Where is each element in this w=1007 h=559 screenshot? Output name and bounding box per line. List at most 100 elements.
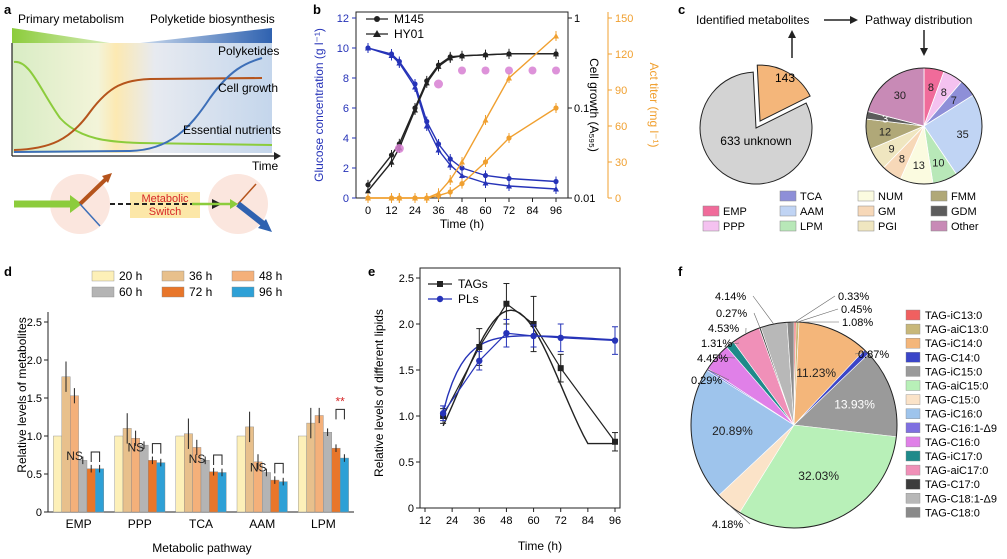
switch-text-line1: Metabolic <box>141 193 189 205</box>
legend-swatch <box>91 270 115 282</box>
x-tick-label-b: 84 <box>526 205 538 217</box>
bar <box>209 471 218 513</box>
y-left-tick-label: 2 <box>343 163 349 175</box>
x-tick-label-b: 36 <box>432 205 444 217</box>
tag-slice-label: 0.27% <box>716 308 747 320</box>
pathway-slice-label: 7 <box>951 95 957 107</box>
legend-label: TAG-C18:1-Δ9 <box>925 493 997 505</box>
series-line-e <box>442 302 616 443</box>
x-tick-label-e: 48 <box>500 515 512 527</box>
x-tick-label-b: 60 <box>479 205 491 217</box>
blue-arrow-right-icon <box>258 219 272 232</box>
significance-bracket <box>335 408 345 420</box>
legend-label: 96 h <box>259 285 282 299</box>
significance-label: NS <box>189 452 206 466</box>
y-mid-tick-label: 0.01 <box>574 193 595 205</box>
significance-label: NS <box>127 441 144 455</box>
bar <box>175 435 185 513</box>
legend-marker-m145 <box>374 16 380 22</box>
legend-label: TAG-C14:0 <box>925 352 980 364</box>
legend-label: 72 h <box>189 285 212 299</box>
essential-nutrients-curve <box>13 60 273 146</box>
tag-slice-label: 13.93% <box>834 398 875 412</box>
pie-label-143: 143 <box>775 71 795 85</box>
highlight-marker <box>481 66 490 75</box>
data-point <box>503 300 510 307</box>
highlight-marker <box>458 66 466 75</box>
legend-swatch <box>779 205 797 217</box>
tag-slice-label: 20.89% <box>712 424 753 438</box>
brown-flow-left <box>78 176 109 206</box>
highlight-marker <box>394 144 404 153</box>
legend-label: 48 h <box>259 269 282 283</box>
legend-label: TAG-C16:0 <box>925 437 980 449</box>
data-point <box>365 195 371 201</box>
polyketides-curve <box>13 57 263 153</box>
brown-flow-right <box>237 183 257 205</box>
up-arrow-icon <box>788 30 796 38</box>
category-label-d: AAM <box>249 517 275 531</box>
data-point <box>435 190 442 196</box>
y-tick-label-d: 0 <box>36 507 42 519</box>
y-right-tick-label: 120 <box>615 49 633 61</box>
legend-swatch <box>702 205 720 217</box>
panel-label-d: d <box>4 264 12 279</box>
legend-label: TAG-C17:0 <box>925 479 980 491</box>
x-tick-label-b: 24 <box>409 205 421 217</box>
y-right-tick-label: 0 <box>615 193 621 205</box>
y-tick-label-d: 0.5 <box>27 469 42 481</box>
highlight-marker <box>434 79 443 89</box>
y-axis-title-growth: Cell growth (A₅₉₅) <box>587 58 601 152</box>
plot-frame-e <box>419 267 621 509</box>
category-label-d: EMP <box>66 517 92 531</box>
x-tick-label-b: 72 <box>503 205 515 217</box>
tag-slice-label: 4.18% <box>712 519 743 531</box>
data-point <box>412 195 418 201</box>
category-label-d: TCA <box>189 517 213 531</box>
legend-label: GDM <box>951 206 977 218</box>
legend-swatch <box>905 380 921 391</box>
y-tick-label-e: 2.5 <box>399 273 414 285</box>
legend-label: TAG-C18:0 <box>925 507 980 519</box>
category-label-d: LPM <box>311 517 336 531</box>
legend-swatch <box>779 220 797 232</box>
x-axis-arrow-icon <box>274 152 281 160</box>
pathway-slice-label: 10 <box>932 158 944 170</box>
cell-growth-curve <box>13 77 263 151</box>
highlight-marker <box>528 66 537 75</box>
data-point <box>388 52 395 58</box>
data-point <box>482 117 489 123</box>
bar <box>78 460 88 513</box>
data-point <box>506 183 512 189</box>
legend-swatch <box>930 190 948 202</box>
bar <box>278 481 288 513</box>
legend-swatch <box>857 220 875 232</box>
data-point <box>365 182 371 188</box>
bar <box>200 460 210 513</box>
panel-label-a: a <box>4 2 12 17</box>
switch-text-line2: Switch <box>149 206 181 218</box>
legend-label: GM <box>878 206 896 218</box>
polyketides-label: Polyketides <box>218 44 279 58</box>
pls-fit-curve <box>442 335 616 413</box>
pathway-slice-label: 3 <box>882 114 888 126</box>
data-point <box>557 334 564 341</box>
tag-slice-label: 4.53% <box>708 323 739 335</box>
y-tick-label-e: 1.5 <box>399 365 414 377</box>
data-point <box>553 186 559 192</box>
pathway-slice-label: 8 <box>941 87 947 99</box>
pie-label-unknown: 633 unknown <box>720 134 791 148</box>
significance-bracket <box>90 451 101 462</box>
legend-swatch <box>930 220 948 232</box>
data-point <box>506 175 512 182</box>
x-tick-label-b: 0 <box>365 205 371 217</box>
y-right-tick-label: 150 <box>615 13 633 25</box>
data-point <box>365 45 371 51</box>
significance-label: NS <box>66 449 83 463</box>
bar <box>340 457 349 513</box>
bar <box>323 432 332 513</box>
bar <box>298 435 307 513</box>
data-point <box>476 357 483 364</box>
data-point <box>447 156 453 162</box>
